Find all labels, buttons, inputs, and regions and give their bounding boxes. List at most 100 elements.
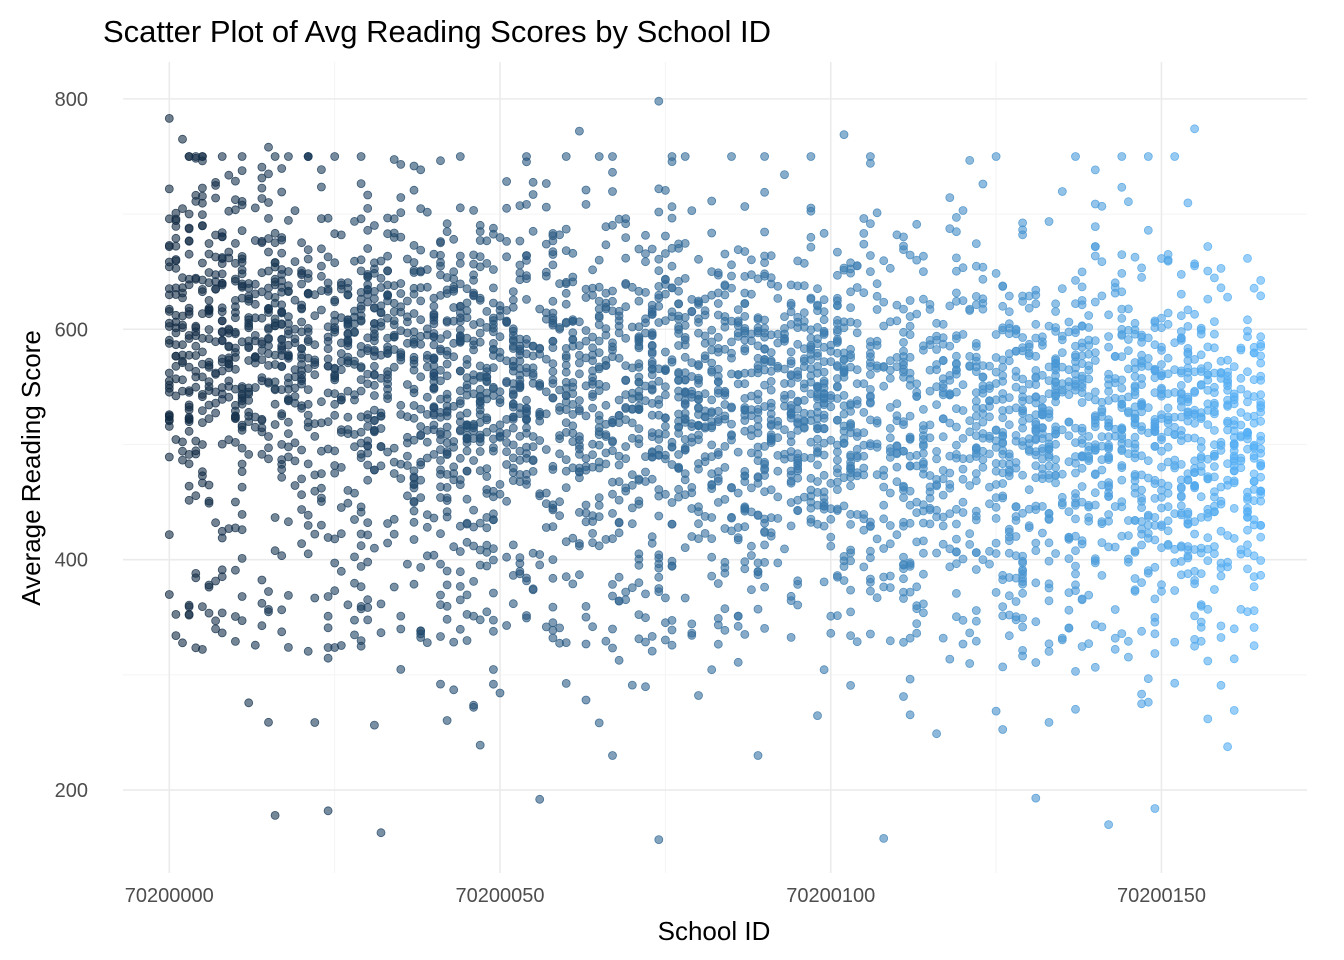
data-point xyxy=(541,202,551,212)
data-point xyxy=(1256,416,1266,426)
data-point xyxy=(594,336,604,346)
data-point xyxy=(264,432,273,441)
data-point xyxy=(1196,380,1206,389)
data-point xyxy=(747,551,756,560)
data-point xyxy=(250,330,260,340)
data-point xyxy=(773,558,783,568)
data-point xyxy=(224,359,234,369)
data-point xyxy=(204,305,214,314)
data-point xyxy=(449,286,459,296)
data-point xyxy=(654,511,664,521)
data-point xyxy=(971,636,981,646)
data-point xyxy=(667,561,677,571)
data-point xyxy=(912,582,922,592)
data-point xyxy=(164,421,174,431)
data-point xyxy=(819,493,829,503)
data-point xyxy=(376,321,386,331)
data-point xyxy=(389,362,399,372)
data-point xyxy=(971,239,981,249)
data-point xyxy=(336,566,346,576)
data-point xyxy=(488,555,498,565)
data-point xyxy=(1157,580,1166,590)
data-point xyxy=(409,240,419,250)
data-point xyxy=(548,505,558,515)
data-point xyxy=(806,152,816,161)
data-point xyxy=(1256,358,1266,368)
data-point xyxy=(766,348,776,357)
data-point xyxy=(641,230,650,240)
data-point xyxy=(621,333,631,343)
data-point xyxy=(230,437,240,447)
data-point xyxy=(938,432,948,442)
data-point xyxy=(1203,266,1213,276)
data-point xyxy=(608,286,617,296)
data-point xyxy=(316,520,326,530)
data-point xyxy=(1124,531,1133,540)
data-point xyxy=(733,488,743,498)
data-point xyxy=(1110,644,1120,654)
data-point xyxy=(694,519,703,529)
data-point xyxy=(402,461,412,470)
data-point xyxy=(687,307,697,317)
data-point xyxy=(1031,538,1041,548)
data-point xyxy=(409,579,419,589)
data-point xyxy=(661,429,670,439)
data-point xyxy=(647,370,657,380)
data-point xyxy=(1018,651,1027,661)
data-point xyxy=(1150,427,1160,437)
data-point xyxy=(429,315,439,325)
data-point xyxy=(1031,617,1041,627)
data-point xyxy=(661,274,670,284)
data-point xyxy=(707,534,717,543)
data-point xyxy=(541,271,551,281)
data-point xyxy=(409,506,419,516)
data-point xyxy=(1176,484,1186,493)
data-point xyxy=(1249,606,1259,616)
data-point xyxy=(621,233,631,243)
data-point xyxy=(760,315,769,325)
data-point xyxy=(197,347,207,357)
data-point xyxy=(1243,332,1252,342)
data-point xyxy=(350,328,359,337)
data-point xyxy=(1117,444,1127,454)
data-point xyxy=(819,450,829,460)
data-point xyxy=(588,356,597,366)
data-point xyxy=(442,580,452,590)
data-point xyxy=(899,552,908,562)
data-point xyxy=(409,517,419,527)
data-point xyxy=(1157,432,1166,442)
data-point xyxy=(469,456,479,465)
data-point xyxy=(230,364,240,374)
data-point xyxy=(919,251,928,261)
data-point xyxy=(1031,299,1041,309)
data-point xyxy=(1256,275,1266,285)
data-point xyxy=(217,565,227,575)
data-point xyxy=(449,352,459,362)
data-point xyxy=(416,431,426,441)
data-point xyxy=(720,441,730,451)
data-point xyxy=(647,347,657,357)
data-point xyxy=(760,457,769,467)
data-point xyxy=(833,571,842,580)
data-point xyxy=(442,482,452,492)
data-point xyxy=(270,420,280,429)
data-point xyxy=(1124,304,1133,314)
data-point xyxy=(237,592,247,601)
data-point xyxy=(1256,448,1266,458)
data-point xyxy=(932,548,941,558)
data-point xyxy=(495,233,505,242)
data-point xyxy=(522,611,531,620)
data-point xyxy=(826,532,836,542)
data-point xyxy=(819,295,829,305)
data-point xyxy=(528,226,538,236)
data-point xyxy=(310,593,320,603)
data-point xyxy=(230,238,240,248)
data-point xyxy=(508,463,518,473)
data-point xyxy=(330,410,340,420)
data-point xyxy=(178,323,187,333)
data-point xyxy=(799,423,809,433)
data-point xyxy=(436,261,445,271)
data-point xyxy=(1057,492,1067,502)
data-point xyxy=(938,539,948,549)
data-point xyxy=(680,408,690,418)
